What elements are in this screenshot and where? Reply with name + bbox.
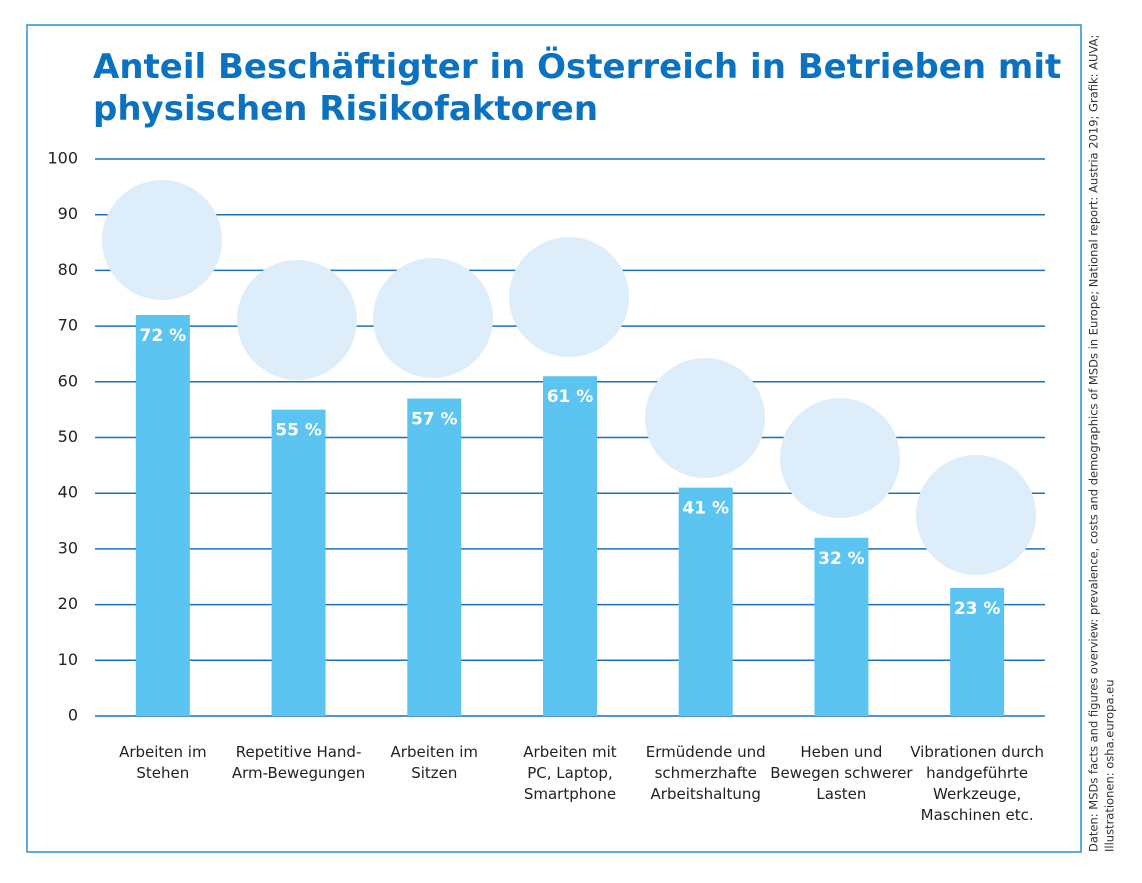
value-label: 57 %	[411, 410, 458, 430]
y-tick-label: 40	[58, 483, 78, 502]
bar	[407, 398, 462, 716]
x-tick-label: Arbeiten im Stehen	[119, 743, 207, 782]
illustration	[509, 237, 629, 357]
value-label: 72 %	[140, 326, 187, 346]
bar	[950, 587, 1005, 716]
bar	[271, 409, 326, 716]
value-label: 23 %	[954, 599, 1001, 619]
x-tick-label: Heben und Bewegen schwerer Lasten	[770, 743, 913, 803]
frame	[26, 24, 1082, 853]
source-note: Illustrationen: osha.europa.eu	[1103, 679, 1117, 852]
y-tick-label: 80	[58, 260, 78, 279]
value-label: 32 %	[818, 549, 865, 569]
illustration	[645, 358, 765, 478]
illustration	[237, 260, 357, 380]
y-tick-label: 10	[58, 650, 78, 669]
x-tick-label: Repetitive Hand- Arm-Bewegungen	[231, 743, 366, 782]
source-note: Daten: MSDs facts and figures overview: …	[1087, 35, 1101, 852]
y-tick-label: 30	[58, 538, 78, 557]
y-tick-label: 20	[58, 594, 78, 613]
y-tick-label: 70	[58, 316, 78, 335]
illustration	[780, 398, 900, 518]
bar	[543, 376, 597, 716]
illustration	[916, 455, 1036, 575]
illustration	[373, 258, 493, 378]
bar	[135, 314, 190, 716]
y-tick-label: 50	[58, 427, 78, 446]
y-tick-label: 60	[58, 371, 78, 390]
x-tick-label: Vibrationen durch handgeführte Werkzeuge…	[910, 743, 1045, 824]
illustration	[102, 180, 222, 300]
bar	[814, 537, 869, 716]
x-tick-label: Arbeiten im Sitzen	[390, 743, 479, 782]
value-label: 41 %	[682, 499, 729, 519]
value-label: 61 %	[547, 387, 594, 407]
value-label: 55 %	[275, 421, 322, 441]
x-tick-label: Arbeiten mit PC, Laptop, Smartphone	[523, 743, 617, 803]
y-tick-label: 90	[58, 204, 78, 223]
y-tick-label: 0	[68, 706, 78, 725]
x-tick-label: Ermüdende und schmerzhafte Arbeitshaltun…	[645, 743, 766, 803]
bar	[678, 487, 733, 716]
y-tick-label: 100	[47, 149, 78, 168]
chart-title: Anteil Beschäftigter in Österreich in Be…	[93, 47, 1062, 129]
